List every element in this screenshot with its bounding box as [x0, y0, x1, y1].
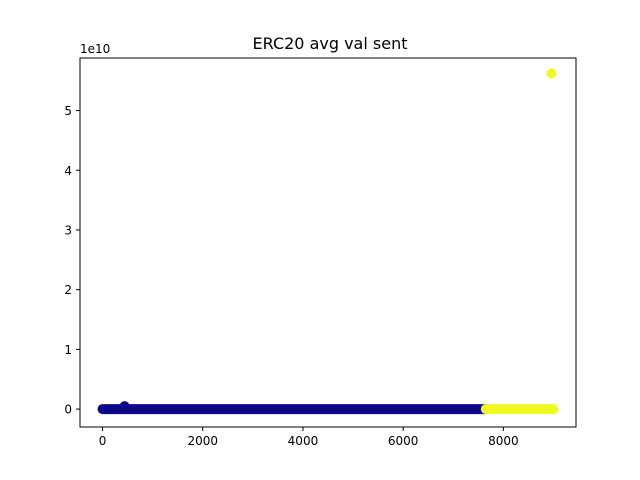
y-axis: 0 1 2 3 4 5	[64, 104, 80, 417]
y-tick-label: 5	[64, 104, 72, 118]
x-tick-label: 6000	[388, 434, 419, 448]
chart-title: ERC20 avg val sent	[253, 34, 408, 53]
y-tick-label: 0	[64, 403, 72, 417]
x-tick-label: 4000	[288, 434, 319, 448]
y-tick-label: 1	[64, 343, 72, 357]
y-tick-label: 2	[64, 283, 72, 297]
x-tick-label: 8000	[488, 434, 519, 448]
scatter-point-series-1-0	[546, 68, 557, 79]
x-axis: 0 2000 4000 6000 8000	[99, 427, 519, 448]
x-tick-label: 0	[99, 434, 107, 448]
x-tick-label: 2000	[187, 434, 218, 448]
scatter-point-series-0-0	[119, 401, 130, 412]
data-marks	[97, 68, 559, 415]
plot-frame	[79, 57, 577, 428]
y-axis-offset-label: 1e10	[80, 42, 110, 56]
y-tick-label: 4	[64, 164, 72, 178]
y-tick-label: 3	[64, 223, 72, 237]
